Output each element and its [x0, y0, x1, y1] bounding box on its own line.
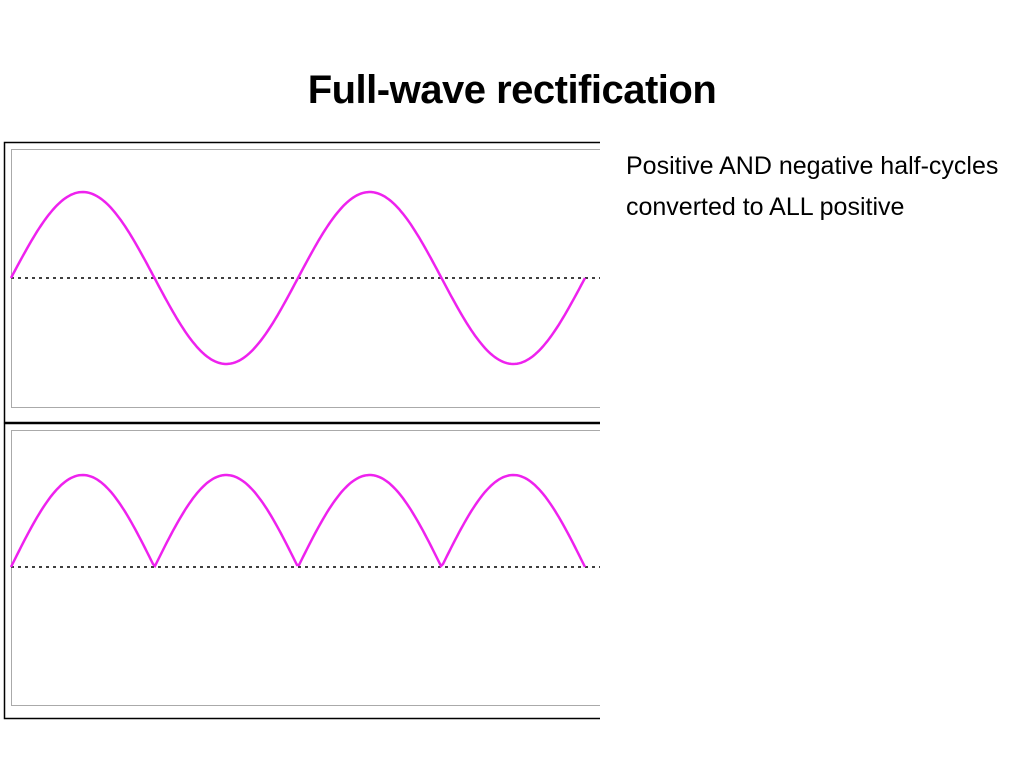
bottom-panel-inner	[11, 430, 600, 706]
bottom-panel-frame	[3, 422, 600, 720]
top-panel-frame	[3, 141, 600, 424]
ac-wave	[9, 190, 587, 366]
slide-title: Full-wave rectification	[307, 68, 717, 112]
slide-text: Positive AND negative half-cycles conver…	[626, 152, 999, 221]
rectified-wave	[9, 473, 587, 569]
waveform-diagram	[3, 141, 600, 720]
